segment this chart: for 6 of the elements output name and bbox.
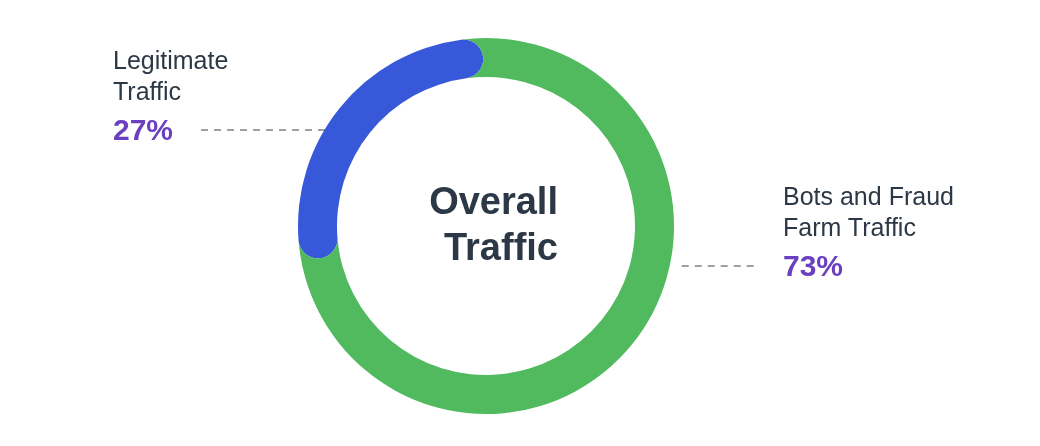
data-label: 27% — [113, 113, 174, 146]
donut-slice — [298, 38, 674, 414]
slice-label: Bots and Fraud Farm Traffic — [783, 182, 954, 241]
text: Overall Traffic — [429, 180, 558, 268]
data-label: 73% — [783, 249, 844, 282]
slice-label: Legitimate Traffic — [113, 46, 229, 105]
